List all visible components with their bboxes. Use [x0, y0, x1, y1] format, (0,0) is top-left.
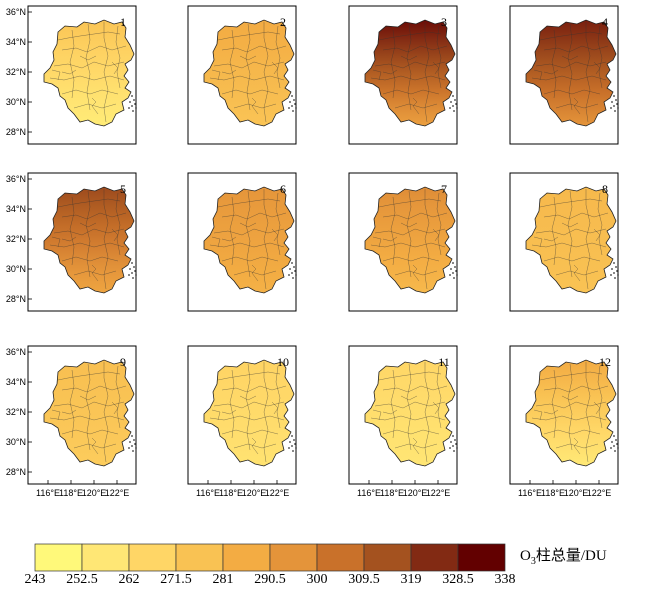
lon-tick-label: 118°E — [59, 488, 83, 498]
lon-tick-label: 118°E — [380, 488, 404, 498]
lon-tick-label: 116°E — [196, 488, 220, 498]
region-map — [525, 19, 617, 127]
map-panel-8: 8 — [509, 172, 619, 312]
lon-tick-label: 120°E — [242, 488, 267, 498]
legend-title: O3柱总量/DU — [520, 548, 607, 567]
legend-tick-7: 300 — [306, 572, 328, 587]
lon-tick-label: 116°E — [357, 488, 381, 498]
region-map — [525, 359, 617, 467]
legend-tick-4: 271.5 — [160, 572, 192, 587]
lat-tick-label: 34°N — [6, 37, 26, 47]
region-map — [43, 19, 135, 127]
lat-tick-label: 36°N — [6, 347, 26, 357]
region-map — [364, 359, 456, 467]
legend-swatch-3 — [128, 543, 177, 572]
lon-tick-label: 116°E — [518, 488, 542, 498]
map-panel-7: 7 — [348, 172, 458, 312]
legend-tick-2: 252.5 — [66, 572, 98, 587]
region-map — [364, 186, 456, 294]
region-map — [43, 359, 135, 467]
lon-tick-label: 122°E — [105, 488, 130, 498]
lat-tick-label: 34°N — [6, 204, 26, 214]
legend-swatch-6 — [269, 543, 318, 572]
panel-label: 3 — [441, 15, 447, 29]
lat-tick-label: 36°N — [6, 174, 26, 184]
legend-swatch-4 — [175, 543, 224, 572]
legend-swatch-7 — [316, 543, 365, 572]
panel-label: 4 — [602, 15, 608, 29]
map-panel-3: 3 — [348, 5, 458, 145]
map-panel-1: 1 36°N 34°N 32°N 30°N 28°N — [6, 5, 137, 145]
lon-tick-label: 118°E — [541, 488, 565, 498]
panel-label: 11 — [438, 355, 450, 369]
legend-swatch-5 — [222, 543, 271, 572]
lon-tick-label: 120°E — [82, 488, 107, 498]
panel-label: 1 — [120, 15, 126, 29]
legend-tick-9: 319 — [400, 572, 422, 587]
lat-tick-label: 30°N — [6, 97, 26, 107]
lon-tick-label: 116°E — [36, 488, 60, 498]
legend-tick-3: 262 — [118, 572, 140, 587]
lon-tick-label: 118°E — [219, 488, 243, 498]
panel-label: 2 — [280, 15, 286, 29]
lon-tick-label: 120°E — [564, 488, 589, 498]
lat-tick-label: 32°N — [6, 407, 26, 417]
lon-tick-label: 122°E — [426, 488, 451, 498]
legend-swatch-1 — [34, 543, 83, 572]
lat-tick-label: 30°N — [6, 264, 26, 274]
region-map — [203, 19, 295, 127]
map-panel-5: 5 36°N 34°N 32°N 30°N 28°N — [6, 172, 137, 312]
lat-tick-label: 28°N — [6, 127, 26, 137]
map-panel-2: 2 — [187, 5, 297, 145]
legend-tick-labels: 243 252.5 262 271.5 281 290.5 300 309.5 319 328.5… — [0, 572, 647, 590]
map-panel-9: 9 36°N 34°N 32°N 30°N 28°N 116°E 118°E120°E122°… — [6, 345, 137, 498]
panel-label: 12 — [599, 355, 611, 369]
panel-label: 7 — [441, 182, 447, 196]
panel-label: 10 — [277, 355, 289, 369]
lat-tick-label: 32°N — [6, 234, 26, 244]
map-panel-6: 6 — [187, 172, 297, 312]
region-map — [525, 186, 617, 294]
legend-swatch-2 — [81, 543, 130, 572]
legend-tick-10: 328.5 — [442, 572, 474, 587]
lon-tick-label: 122°E — [265, 488, 290, 498]
region-map — [203, 186, 295, 294]
lat-tick-label: 32°N — [6, 67, 26, 77]
legend-tick-8: 309.5 — [348, 572, 380, 587]
legend-tick-1: 243 — [24, 572, 46, 587]
legend-swatch-10 — [457, 543, 506, 572]
map-panel-4: 4 — [509, 5, 619, 145]
panel-label: 9 — [120, 355, 126, 369]
region-map — [364, 19, 456, 127]
region-map — [203, 359, 295, 467]
lat-tick-label: 36°N — [6, 7, 26, 17]
panel-label: 8 — [602, 182, 608, 196]
legend-swatch-9 — [410, 543, 459, 572]
legend-tick-11: 338 — [494, 572, 516, 587]
lat-tick-label: 28°N — [6, 467, 26, 477]
legend-swatch-8 — [363, 543, 412, 572]
lat-tick-label: 30°N — [6, 437, 26, 447]
panel-label: 6 — [280, 182, 286, 196]
region-map — [43, 186, 135, 294]
legend-tick-5: 281 — [212, 572, 234, 587]
lon-tick-label: 122°E — [587, 488, 612, 498]
lat-tick-label: 28°N — [6, 294, 26, 304]
lat-tick-label: 34°N — [6, 377, 26, 387]
lon-tick-label: 120°E — [403, 488, 428, 498]
panel-label: 5 — [120, 182, 126, 196]
legend-colorbar — [34, 543, 506, 572]
legend-tick-6: 290.5 — [254, 572, 286, 587]
